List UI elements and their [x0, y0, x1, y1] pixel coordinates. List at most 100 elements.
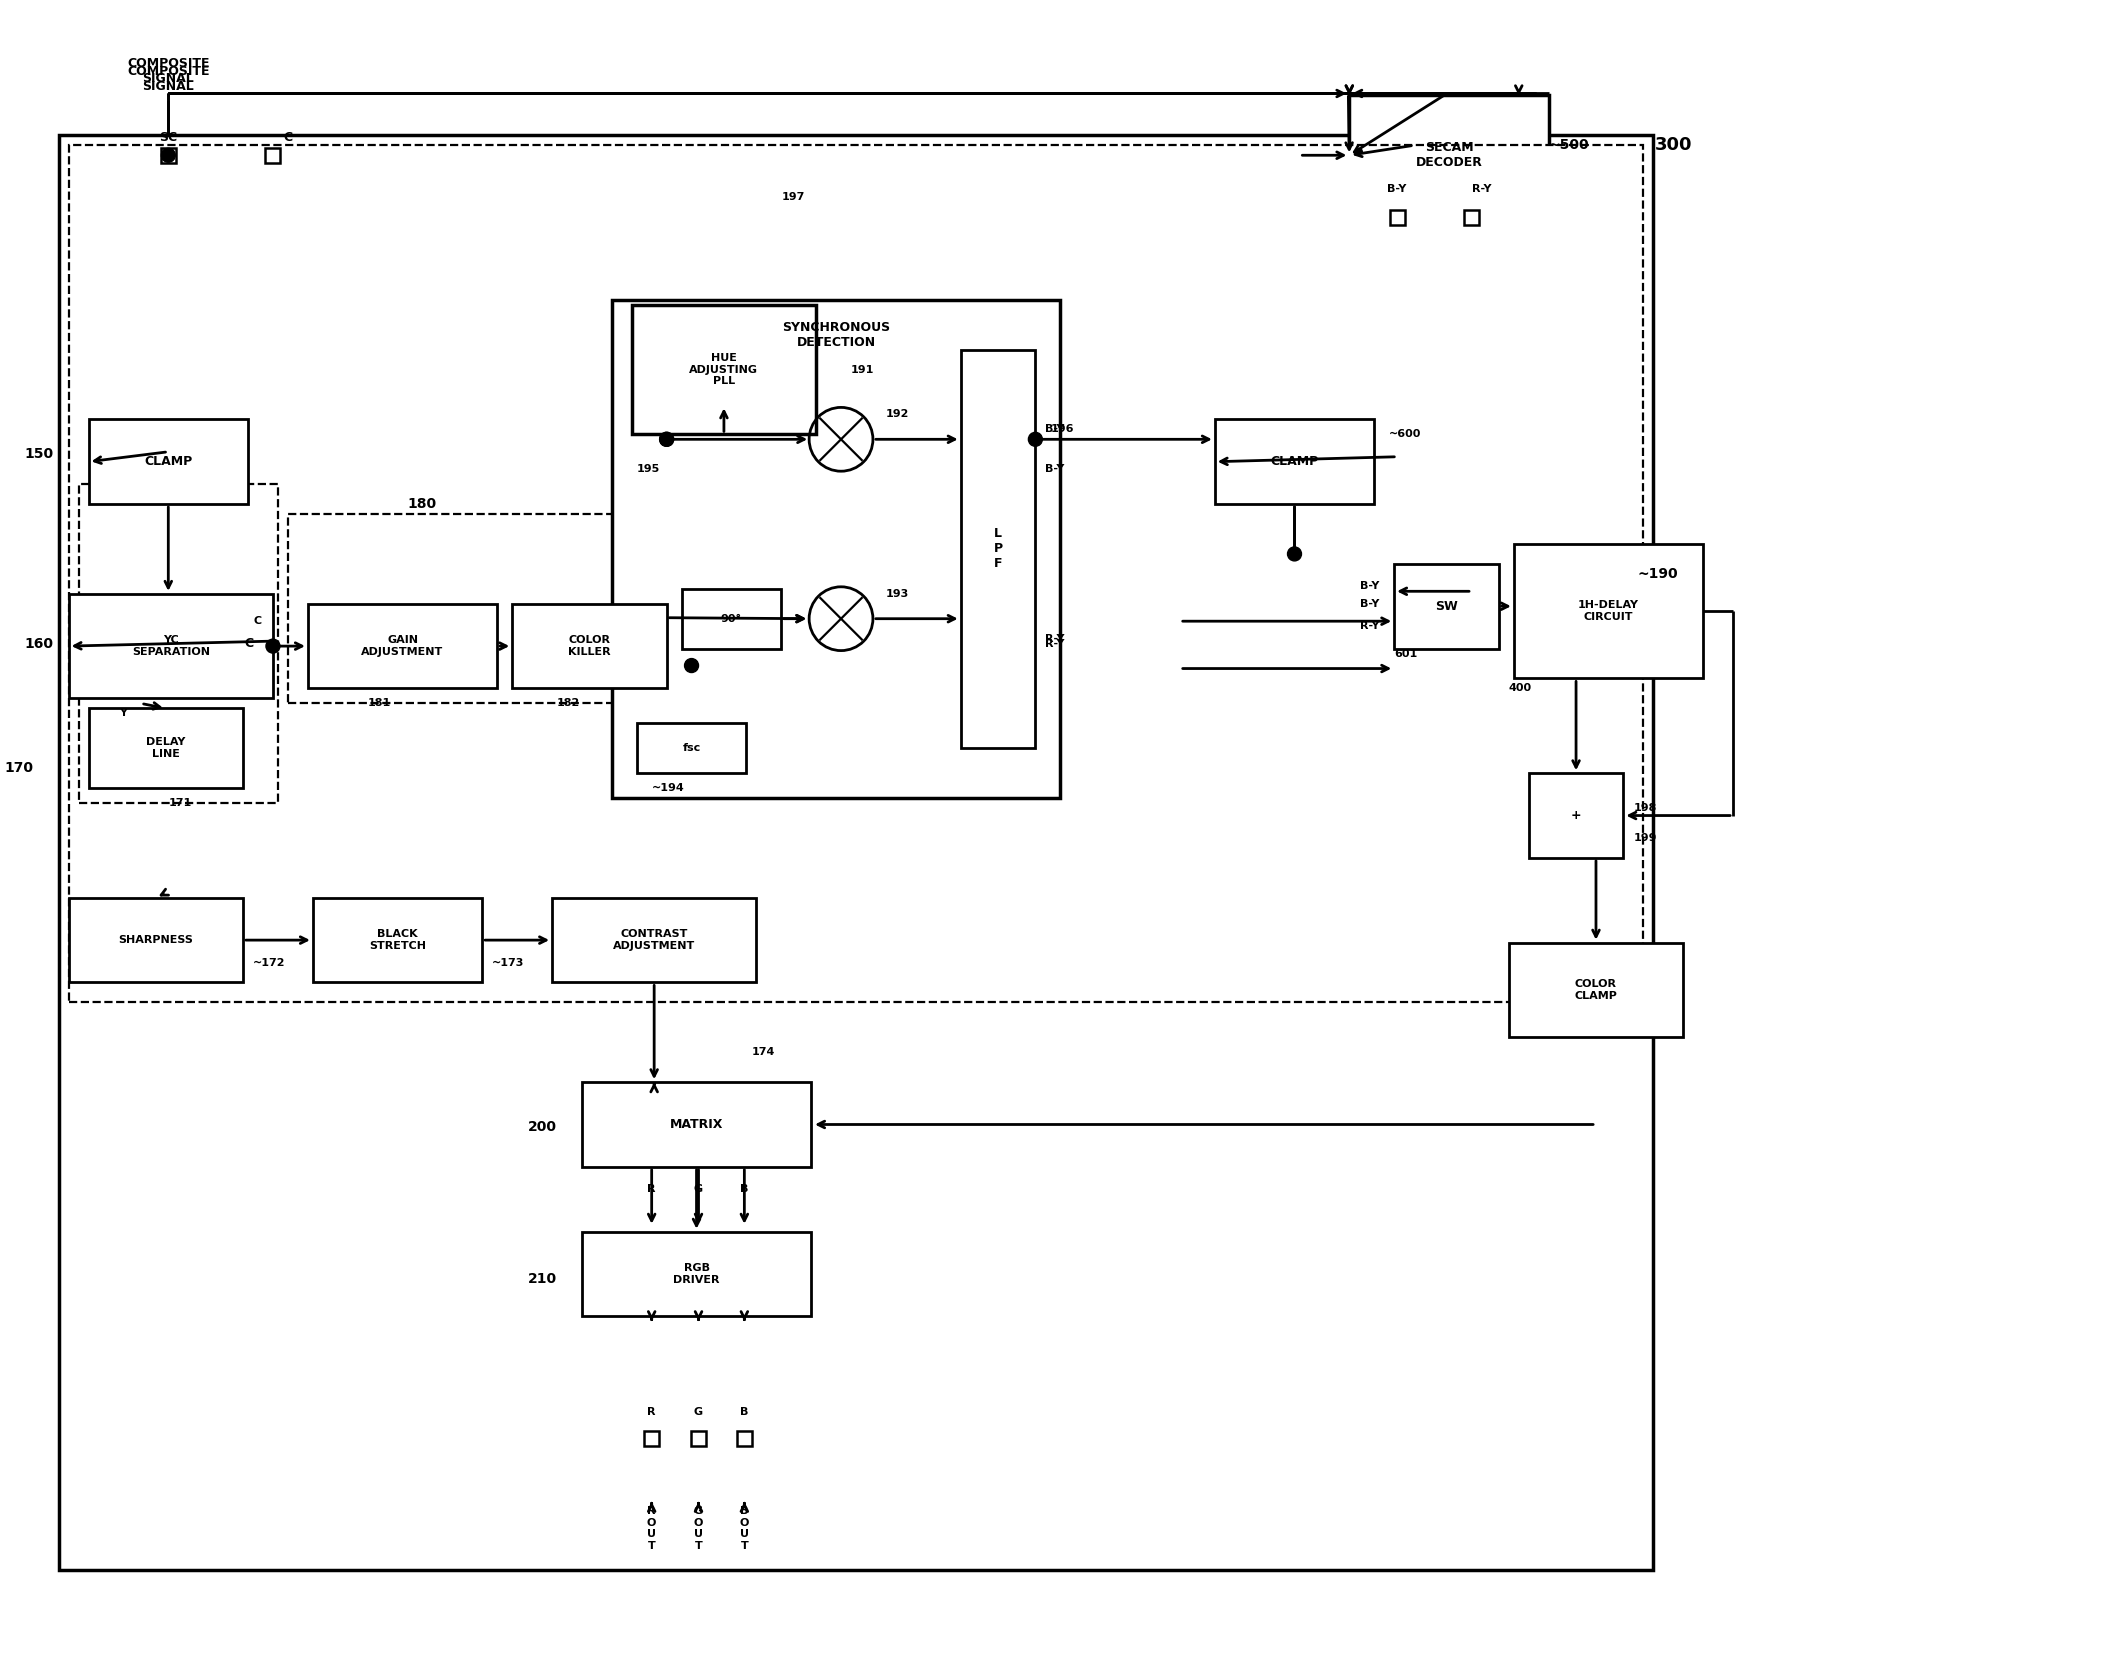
Text: ~600: ~600 — [1389, 430, 1422, 440]
Text: 182: 182 — [557, 699, 580, 709]
Bar — [1530, 774, 1624, 858]
Text: 198: 198 — [1632, 803, 1658, 813]
Text: C: C — [254, 617, 263, 626]
Text: R: R — [647, 1184, 656, 1193]
Text: R-Y: R-Y — [1046, 638, 1065, 648]
Text: 181: 181 — [368, 699, 391, 709]
Bar — [69, 145, 1643, 1002]
Bar — [1389, 210, 1406, 225]
Bar — [737, 1431, 752, 1446]
Bar — [1349, 96, 1548, 215]
Text: SHARPNESS: SHARPNESS — [118, 936, 193, 946]
Text: ~194: ~194 — [651, 784, 685, 793]
Text: ~500: ~500 — [1548, 139, 1588, 152]
Text: GAIN
ADJUSTMENT: GAIN ADJUSTMENT — [361, 635, 443, 656]
Bar — [313, 898, 483, 982]
Text: 160: 160 — [25, 636, 55, 651]
Bar — [1214, 420, 1374, 504]
Text: +: + — [1572, 808, 1582, 822]
Text: Y: Y — [120, 709, 126, 719]
Text: 197: 197 — [782, 192, 805, 202]
Bar — [553, 898, 756, 982]
Bar — [611, 299, 1061, 798]
Text: 210: 210 — [527, 1273, 557, 1286]
Text: fsc: fsc — [683, 744, 700, 754]
Circle shape — [660, 433, 674, 446]
Text: R-Y: R-Y — [1046, 633, 1065, 643]
Bar — [59, 136, 1653, 1570]
Bar — [582, 1083, 811, 1167]
Bar — [681, 588, 782, 648]
Circle shape — [1027, 433, 1042, 446]
Text: 90°: 90° — [721, 613, 742, 623]
Text: C: C — [284, 131, 292, 144]
Circle shape — [267, 640, 279, 653]
Text: YC
SEPARATION: YC SEPARATION — [132, 635, 210, 656]
Text: 180: 180 — [408, 498, 437, 511]
Text: 1H-DELAY
CIRCUIT: 1H-DELAY CIRCUIT — [1578, 600, 1639, 622]
Bar — [69, 593, 273, 699]
Bar — [513, 603, 666, 688]
Text: BLACK
STRETCH: BLACK STRETCH — [370, 929, 427, 950]
Text: SECAM
DECODER: SECAM DECODER — [1416, 141, 1483, 169]
Text: COLOR
KILLER: COLOR KILLER — [567, 635, 611, 656]
Text: 195: 195 — [637, 464, 660, 474]
Bar — [1509, 942, 1683, 1038]
Bar — [632, 304, 815, 435]
Text: 196: 196 — [1050, 425, 1074, 435]
Text: MATRIX: MATRIX — [670, 1117, 723, 1131]
Text: G: G — [693, 1407, 704, 1417]
Circle shape — [162, 149, 174, 162]
Bar — [309, 603, 498, 688]
Bar — [691, 1431, 706, 1446]
Bar — [69, 898, 244, 982]
Text: B
O
U
T: B O U T — [740, 1506, 750, 1551]
Text: 174: 174 — [752, 1048, 775, 1058]
Text: CLAMP: CLAMP — [145, 455, 193, 468]
Text: 171: 171 — [168, 798, 191, 808]
Text: 170: 170 — [4, 760, 34, 775]
Text: SW: SW — [1435, 600, 1458, 613]
Text: CONTRAST
ADJUSTMENT: CONTRAST ADJUSTMENT — [613, 929, 695, 950]
Text: R-Y: R-Y — [1473, 183, 1492, 193]
Text: 191: 191 — [851, 365, 874, 375]
Text: R-Y: R-Y — [1359, 622, 1378, 631]
Text: COLOR
CLAMP: COLOR CLAMP — [1574, 979, 1618, 1000]
Text: COMPOSITE
SIGNAL: COMPOSITE SIGNAL — [126, 64, 210, 93]
Text: 601: 601 — [1395, 648, 1418, 658]
Text: SYNCHRONOUS
DETECTION: SYNCHRONOUS DETECTION — [782, 321, 891, 349]
Text: SC: SC — [160, 131, 176, 144]
Text: COMPOSITE
SIGNAL: COMPOSITE SIGNAL — [126, 56, 210, 84]
Bar — [288, 514, 658, 704]
Text: HUE
ADJUSTING
PLL: HUE ADJUSTING PLL — [689, 354, 758, 387]
Bar — [265, 147, 279, 162]
Circle shape — [660, 433, 674, 446]
Text: 400: 400 — [1509, 683, 1532, 694]
Bar — [645, 1431, 660, 1446]
Text: 193: 193 — [887, 588, 910, 598]
Text: 199: 199 — [1632, 833, 1658, 843]
Text: B-Y: B-Y — [1359, 598, 1378, 608]
Text: 192: 192 — [887, 410, 910, 420]
Bar — [582, 1231, 811, 1316]
Text: G
O
U
T: G O U T — [693, 1506, 704, 1551]
Text: RGB
DRIVER: RGB DRIVER — [672, 1263, 721, 1284]
Text: C: C — [244, 636, 252, 650]
Bar — [88, 420, 248, 504]
Text: B-Y: B-Y — [1046, 425, 1065, 435]
Circle shape — [1288, 547, 1301, 560]
Bar — [960, 349, 1036, 749]
Text: ~190: ~190 — [1639, 567, 1679, 580]
Text: R: R — [647, 1407, 656, 1417]
Text: CLAMP: CLAMP — [1271, 455, 1319, 468]
Bar — [162, 147, 176, 162]
Bar — [88, 709, 244, 788]
Text: B: B — [740, 1407, 748, 1417]
Bar — [78, 484, 277, 803]
Bar — [1464, 210, 1479, 225]
Text: DELAY
LINE: DELAY LINE — [147, 737, 185, 759]
Text: ~172: ~172 — [252, 957, 286, 967]
Bar — [637, 724, 746, 774]
Text: 150: 150 — [25, 448, 55, 461]
Text: 200: 200 — [527, 1121, 557, 1134]
